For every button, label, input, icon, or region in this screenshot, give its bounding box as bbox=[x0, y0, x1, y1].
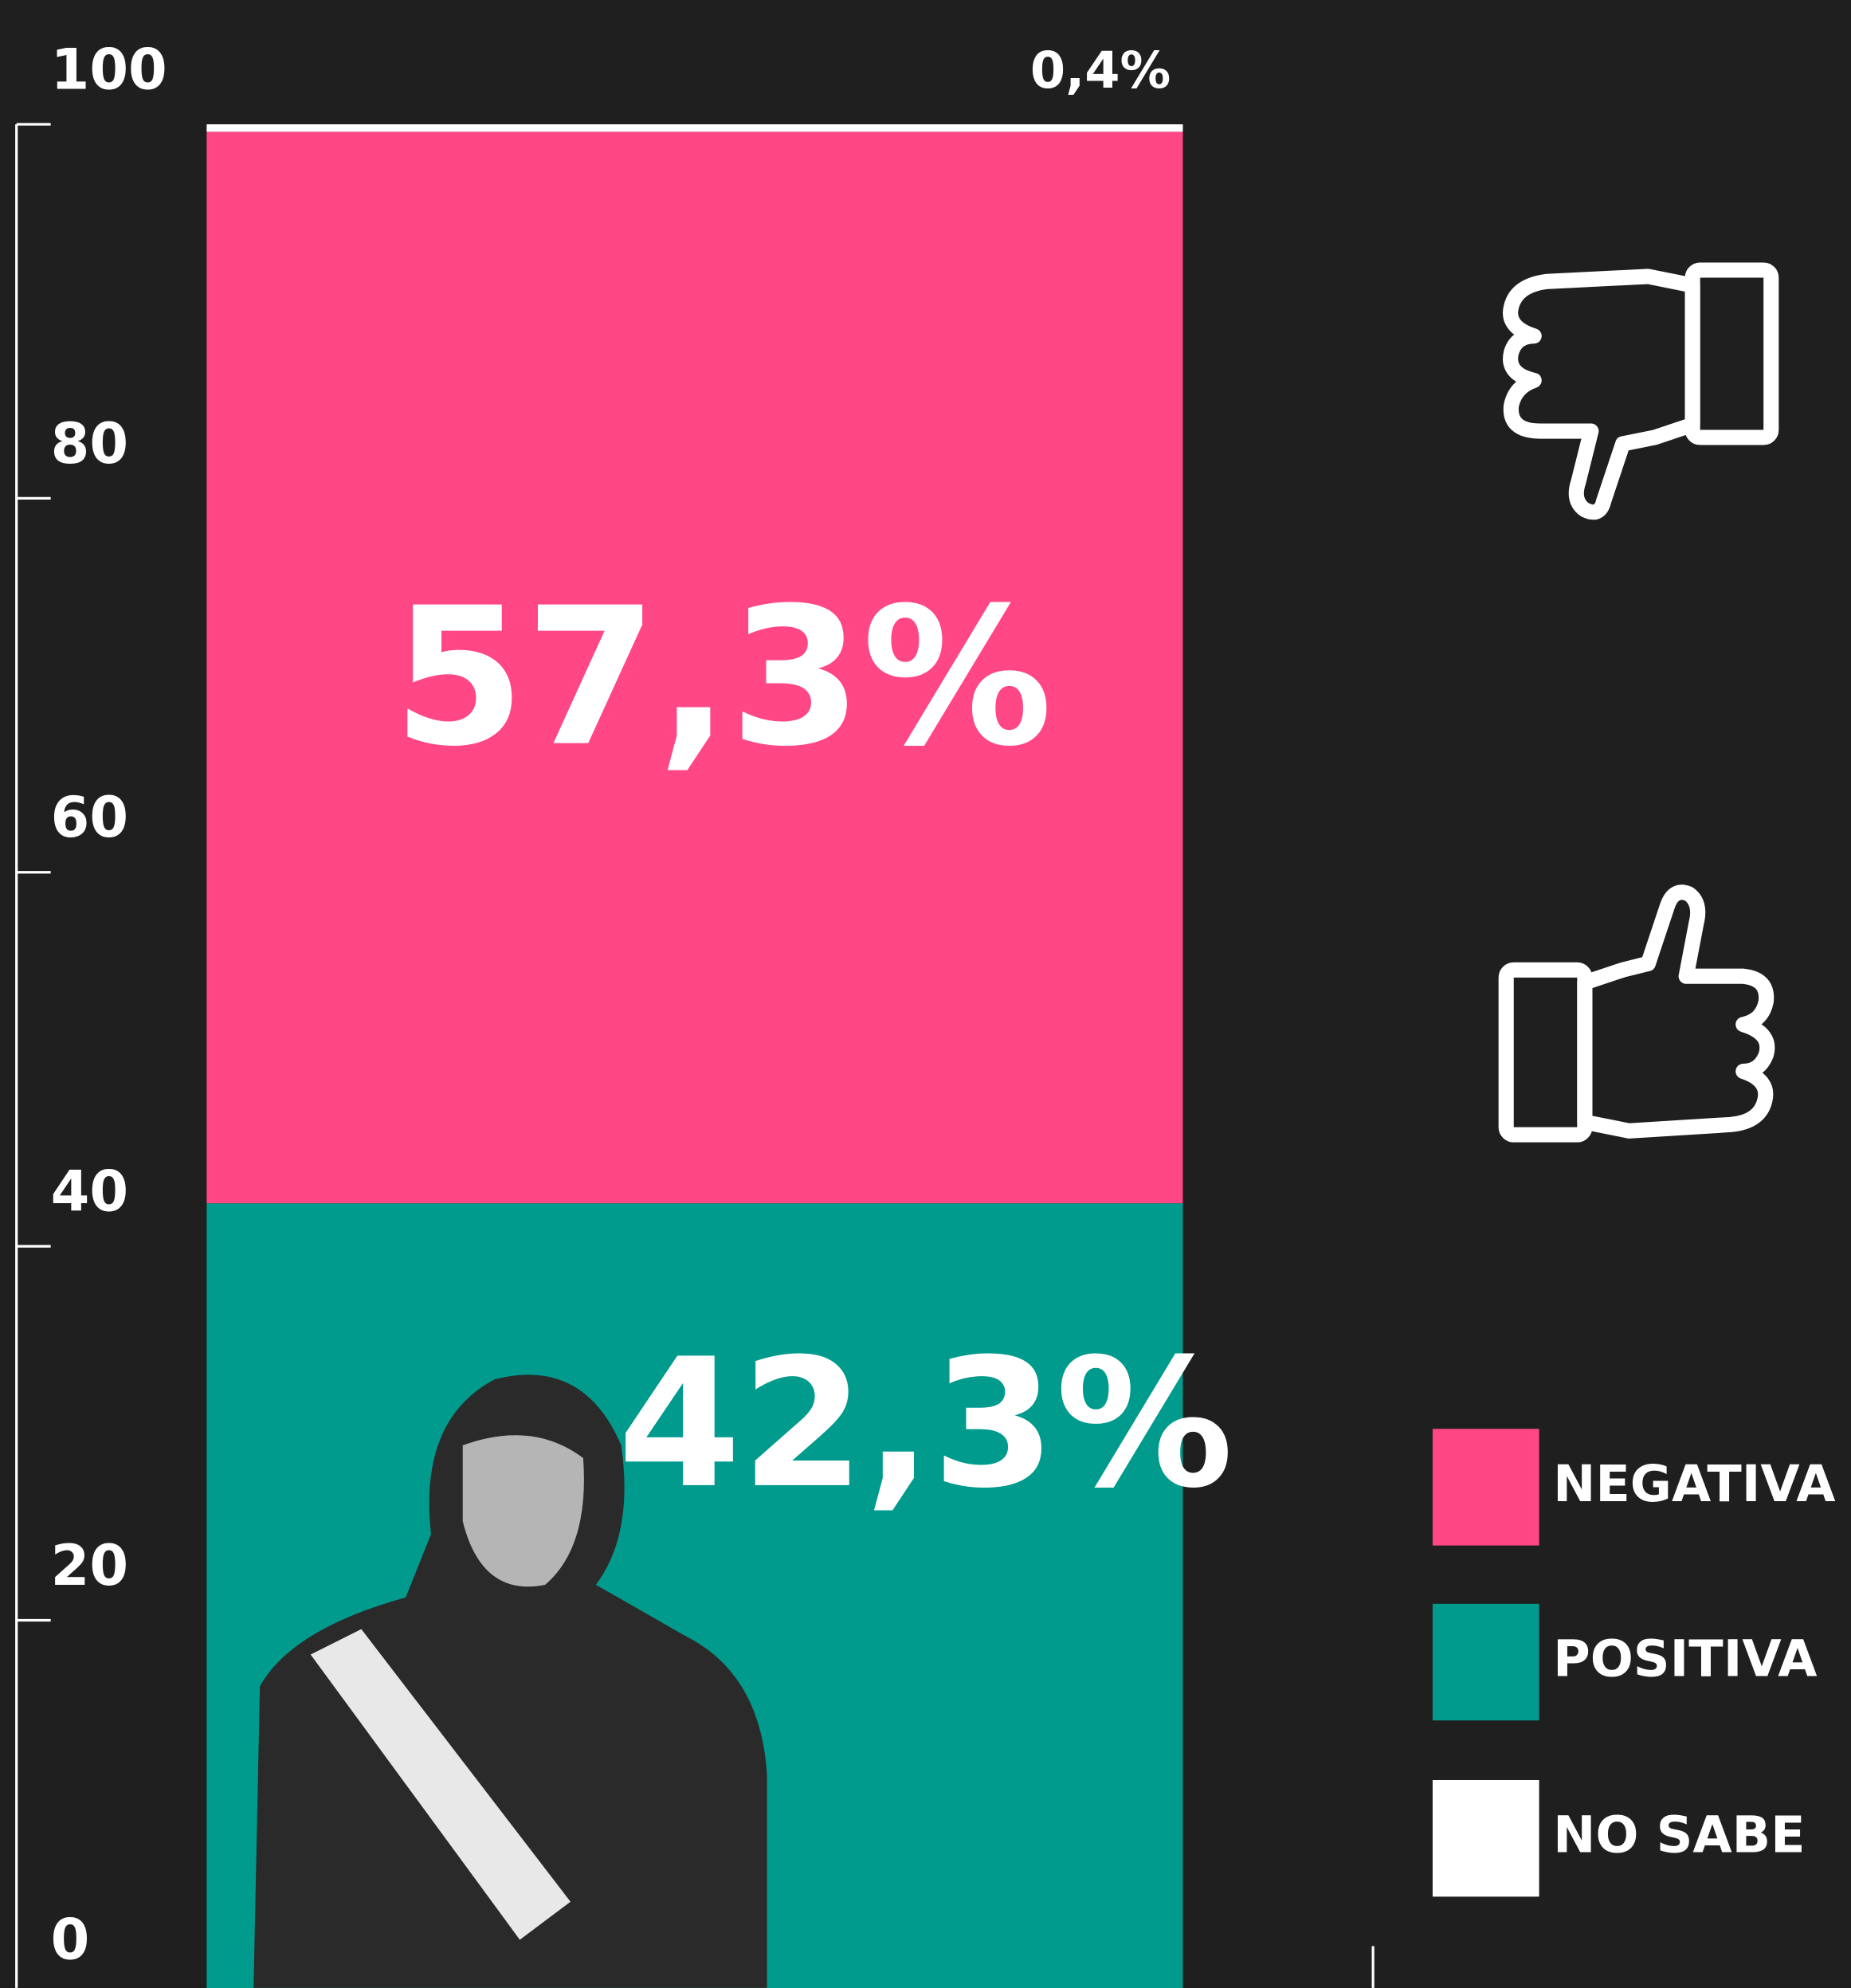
bar-segment bbox=[206, 124, 1183, 132]
data-label: 57,3% bbox=[393, 567, 1053, 789]
bar-segment bbox=[206, 131, 1183, 1204]
y-tick-label: 20 bbox=[51, 1533, 128, 1598]
data-label: 0,4% bbox=[1030, 41, 1171, 100]
y-tick-label: 80 bbox=[51, 411, 128, 476]
legend-swatch bbox=[1432, 1429, 1539, 1546]
legend-swatch bbox=[1432, 1779, 1539, 1897]
legend-swatch bbox=[1432, 1603, 1539, 1721]
legend-label: NO SABE bbox=[1553, 1806, 1806, 1865]
data-label: 42,3% bbox=[618, 1320, 1233, 1527]
photo bbox=[253, 1374, 767, 1988]
y-tick-label: 100 bbox=[51, 37, 167, 102]
thumbs-down-icon bbox=[1503, 262, 1779, 520]
legend-label: POSITIVA bbox=[1553, 1630, 1817, 1689]
y-tick-label: 40 bbox=[51, 1159, 128, 1225]
thumbs-up-icon bbox=[1498, 884, 1775, 1143]
y-tick-label: 60 bbox=[51, 785, 128, 850]
y-tick-label: 0 bbox=[51, 1907, 90, 1972]
legend-label: NEGATIVA bbox=[1553, 1455, 1835, 1514]
